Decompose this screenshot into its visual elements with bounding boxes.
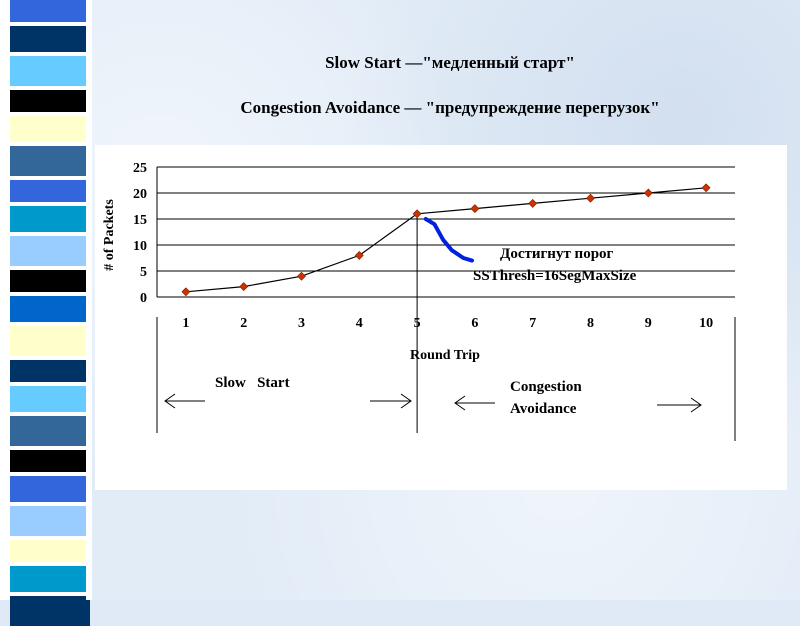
data-point-marker	[297, 271, 306, 281]
data-point-marker	[239, 282, 249, 292]
stripe-band	[10, 476, 90, 502]
x-tick-label: 1	[182, 316, 189, 331]
phase-label-congestion-2: Avoidance	[510, 401, 577, 417]
phase-arrow-head	[400, 393, 412, 409]
chart-svg: 051015202512345678910 # of Packets Round…	[102, 161, 736, 441]
stripe-band	[10, 236, 90, 266]
phase-label-slow-start: Slow Start	[215, 375, 290, 391]
stripe-divider	[2, 0, 8, 600]
stripe-band	[10, 506, 90, 536]
y-axis-label: # of Packets	[102, 199, 117, 271]
annotation-line2: SSThresh=16SegMaxSize	[473, 268, 637, 284]
data-point-marker	[470, 204, 480, 214]
stripe-band	[10, 270, 90, 292]
x-tick-label: 10	[699, 316, 713, 331]
x-tick-label: 2	[240, 316, 247, 331]
stripe-band	[10, 596, 90, 626]
stripe-band	[10, 450, 90, 472]
data-point-marker	[354, 250, 364, 260]
y-tick-label: 5	[140, 265, 147, 280]
stripe-band	[10, 56, 90, 86]
x-axis-label: Round Trip	[410, 348, 480, 363]
congestion-window-line	[185, 187, 707, 293]
stripe-band	[10, 386, 90, 412]
y-tick-label: 0	[140, 291, 147, 306]
stripe-band	[10, 326, 90, 356]
phase-arrow-head	[690, 397, 702, 413]
slide-title-slow-start: Slow Start —"медленный старт"	[325, 53, 575, 72]
stripe-divider	[86, 0, 92, 600]
stripe-band	[10, 180, 90, 202]
y-tick-label: 20	[133, 187, 147, 202]
chart-panel: 051015202512345678910 # of Packets Round…	[95, 145, 787, 490]
decorative-stripe	[0, 0, 92, 626]
stripe-band	[10, 146, 90, 176]
stripe-band	[10, 296, 90, 322]
stripe-band	[10, 26, 90, 52]
slide-title-congestion-avoidance: Congestion Avoidance — "предупреждение п…	[240, 98, 660, 117]
stripe-band	[10, 360, 90, 382]
data-point-marker	[412, 209, 422, 219]
data-point-marker	[528, 198, 538, 208]
stripe-band	[10, 416, 90, 446]
x-tick-label: 3	[298, 316, 305, 331]
x-tick-label: 9	[645, 316, 652, 331]
phase-arrow-head	[164, 393, 176, 409]
data-point-marker	[586, 193, 595, 203]
stripe-band	[10, 90, 90, 112]
x-tick-label: 6	[471, 316, 478, 331]
x-tick-label: 8	[587, 316, 594, 331]
y-tick-label: 15	[133, 213, 147, 228]
phase-arrow-head	[454, 395, 466, 411]
stripe-band	[10, 540, 90, 562]
phase-label-congestion-1: Congestion	[510, 379, 582, 395]
stripe-band	[10, 566, 90, 592]
x-tick-label: 7	[529, 316, 536, 331]
stripe-band	[10, 206, 90, 232]
data-point-marker	[181, 287, 191, 297]
y-tick-label: 25	[133, 161, 147, 176]
data-point-marker	[701, 183, 711, 193]
threshold-drop-line	[423, 217, 475, 263]
annotation-line1: Достигнут порог	[500, 246, 614, 262]
stripe-band	[10, 0, 90, 22]
data-point-marker	[643, 188, 653, 198]
y-tick-label: 10	[133, 239, 147, 254]
stripe-band	[10, 116, 90, 142]
x-tick-label: 4	[356, 316, 363, 331]
